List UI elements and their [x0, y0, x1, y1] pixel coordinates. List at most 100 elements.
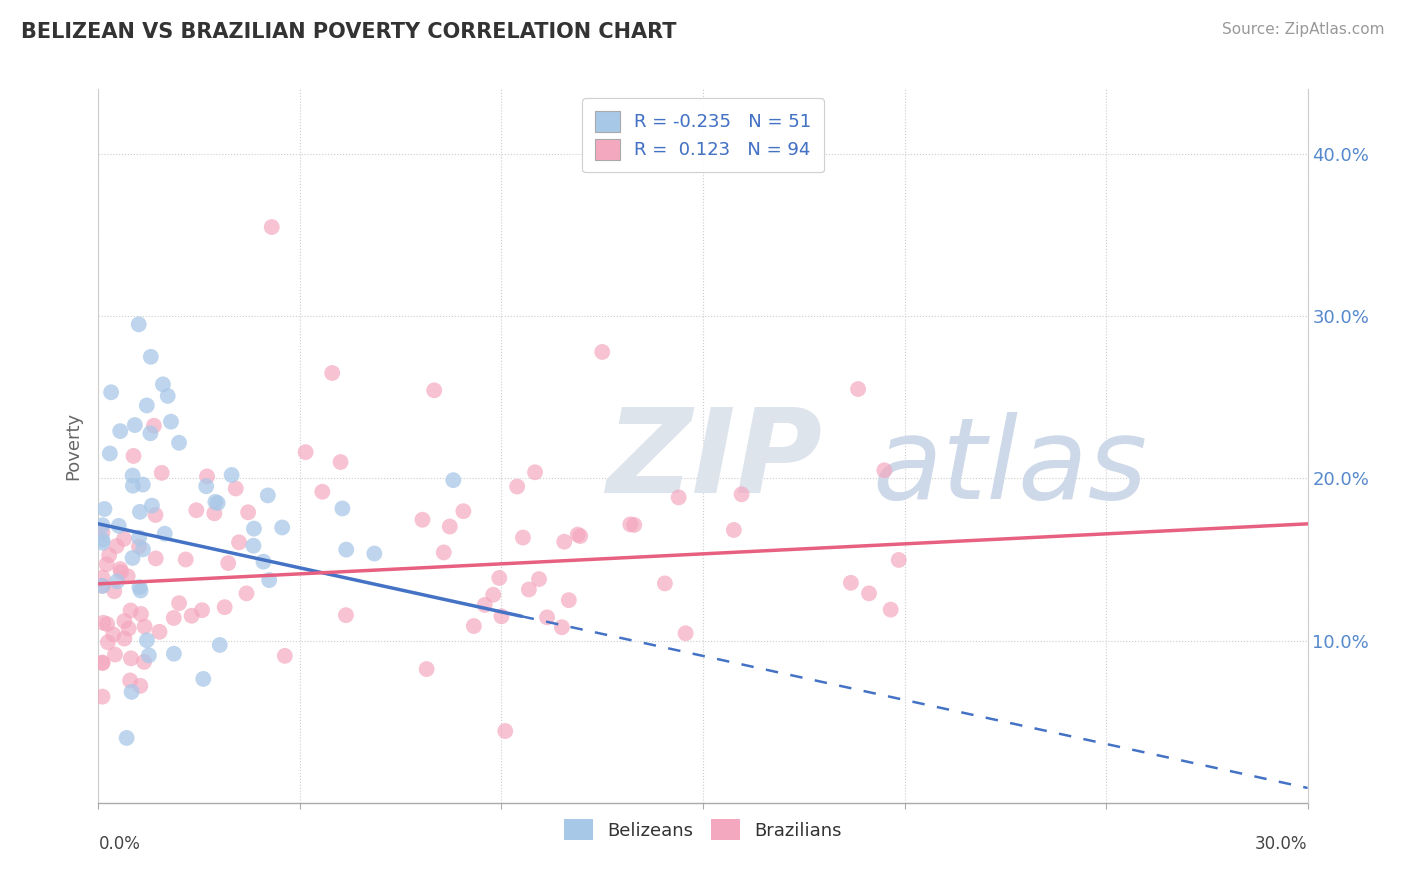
Text: atlas: atlas	[872, 412, 1147, 523]
Point	[91, 579, 114, 593]
Point	[558, 593, 581, 607]
Point	[415, 662, 437, 676]
Point	[103, 627, 125, 641]
Point	[491, 609, 513, 624]
Point	[135, 399, 157, 413]
Point	[329, 455, 352, 469]
Point	[654, 576, 676, 591]
Point	[98, 548, 121, 562]
Point	[512, 531, 534, 545]
Point	[156, 389, 179, 403]
Point	[128, 318, 150, 332]
Point	[271, 520, 294, 534]
Point	[112, 614, 135, 628]
Point	[139, 350, 162, 364]
Point	[228, 535, 250, 549]
Point	[121, 468, 143, 483]
Text: BELIZEAN VS BRAZILIAN POVERTY CORRELATION CHART: BELIZEAN VS BRAZILIAN POVERTY CORRELATIO…	[21, 22, 676, 42]
Point	[517, 582, 540, 597]
Point	[100, 385, 122, 400]
Point	[134, 619, 156, 633]
Point	[163, 611, 186, 625]
Point	[887, 553, 910, 567]
Point	[139, 426, 162, 441]
Point	[120, 651, 142, 665]
Point	[180, 608, 202, 623]
Point	[569, 529, 592, 543]
Point	[91, 579, 114, 593]
Point	[536, 610, 558, 624]
Point	[257, 573, 280, 587]
Point	[135, 633, 157, 648]
Point	[104, 648, 127, 662]
Point	[335, 542, 357, 557]
Point	[96, 617, 118, 632]
Point	[98, 446, 121, 460]
Text: 0.0%: 0.0%	[98, 835, 141, 853]
Point	[128, 505, 150, 519]
Point	[433, 545, 456, 559]
Point	[128, 580, 150, 594]
Point	[142, 418, 165, 433]
Point	[112, 532, 135, 546]
Point	[591, 345, 613, 359]
Point	[129, 607, 152, 621]
Point	[723, 523, 745, 537]
Point	[128, 540, 150, 554]
Point	[167, 596, 190, 610]
Text: ZIP: ZIP	[606, 403, 823, 517]
Point	[122, 449, 145, 463]
Point	[120, 603, 142, 617]
Point	[117, 622, 139, 636]
Point	[96, 558, 118, 572]
Point	[148, 624, 170, 639]
Point	[97, 635, 120, 649]
Point	[839, 575, 862, 590]
Point	[858, 586, 880, 600]
Point	[567, 527, 589, 541]
Point	[105, 574, 128, 589]
Point	[619, 517, 641, 532]
Point	[91, 656, 114, 670]
Point	[488, 571, 510, 585]
Point	[132, 542, 155, 557]
Point	[103, 584, 125, 599]
Point	[91, 656, 114, 670]
Text: Source: ZipAtlas.com: Source: ZipAtlas.com	[1222, 22, 1385, 37]
Point	[453, 504, 475, 518]
Point	[93, 502, 115, 516]
Point	[115, 731, 138, 745]
Point	[335, 608, 357, 623]
Point	[195, 479, 218, 493]
Point	[120, 673, 142, 688]
Point	[243, 522, 266, 536]
Point	[163, 647, 186, 661]
Point	[193, 672, 215, 686]
Point	[873, 463, 896, 477]
Point	[145, 508, 167, 522]
Point	[117, 569, 139, 583]
Point	[107, 518, 129, 533]
Point	[191, 603, 214, 617]
Point	[91, 525, 114, 540]
Y-axis label: Poverty: Poverty	[65, 412, 83, 480]
Point	[91, 518, 114, 533]
Point	[551, 620, 574, 634]
Point	[675, 626, 697, 640]
Point	[553, 534, 575, 549]
Point	[121, 479, 143, 493]
Point	[105, 539, 128, 553]
Point	[174, 552, 197, 566]
Point	[423, 384, 446, 398]
Point	[474, 598, 496, 612]
Point	[186, 503, 208, 517]
Point	[91, 533, 114, 547]
Point	[141, 499, 163, 513]
Point	[110, 424, 132, 438]
Point	[110, 565, 132, 579]
Point	[91, 570, 114, 584]
Point	[138, 648, 160, 663]
Point	[252, 555, 274, 569]
Point	[214, 600, 236, 615]
Point	[411, 513, 433, 527]
